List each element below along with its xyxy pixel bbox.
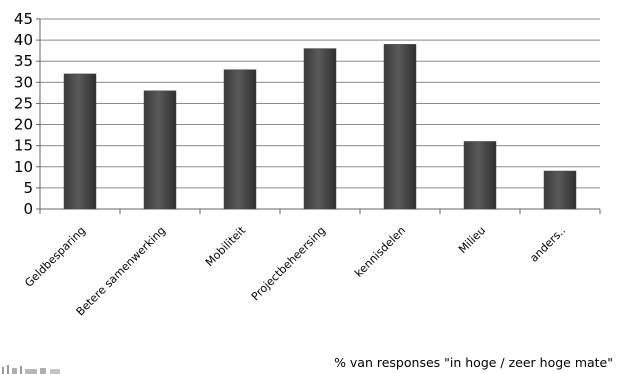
x-tick-label: Milieu (456, 224, 488, 256)
y-tick-label: 20 (14, 116, 33, 134)
bar (383, 44, 417, 210)
x-tick-label: Projectbeheersing (249, 224, 328, 303)
y-tick-labels: 0 5 10 15 20 25 30 35 40 45 (14, 10, 33, 218)
logo-fragment (2, 365, 60, 374)
y-tick-label: 5 (23, 179, 33, 197)
y-tick-label: 40 (14, 31, 33, 49)
x-tick-label: Betere samenwerking (74, 224, 168, 318)
chart-annotation: % van responses "in hoge / zeer hoge mat… (334, 355, 613, 370)
bar (463, 141, 497, 210)
x-tick-label: kennisdelen (352, 224, 408, 280)
x-tick-label: Mobiliteit (203, 223, 249, 269)
bar (63, 73, 97, 210)
bars (63, 44, 577, 210)
y-tick-label: 30 (14, 73, 33, 91)
x-tick-label: anders.. (527, 224, 568, 265)
y-tick-label: 45 (14, 10, 33, 28)
y-tick-label: 35 (14, 52, 33, 70)
bar (543, 170, 577, 210)
y-tick-label: 10 (14, 158, 33, 176)
y-tick-label: 25 (14, 94, 33, 112)
x-tick-label: Geldbesparing (22, 224, 88, 290)
bar (223, 69, 257, 210)
y-tick-label: 0 (23, 200, 33, 218)
y-tick-label: 15 (14, 137, 33, 155)
bar (303, 48, 337, 210)
bar (143, 90, 177, 210)
